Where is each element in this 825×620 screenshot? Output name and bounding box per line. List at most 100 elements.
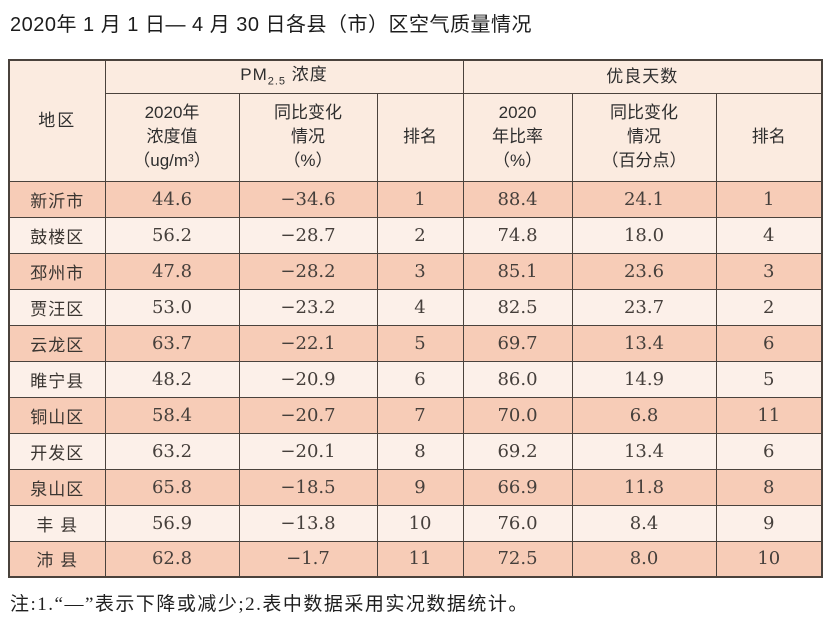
footnote: 注:1.“—”表示下降或减少;2.表中数据采用实况数据统计。 [10,594,529,615]
pm-change-cell: −20.7 [238,396,378,434]
air-quality-table: 地区 PM2.5 浓度 优良天数 2020年 浓度值 （ug/m³） 同比变化 … [8,59,824,578]
good-rank-cell: 2 [715,288,823,326]
good-rate-cell: 85.1 [462,252,573,290]
table-row: 鼓楼区 56.2 −28.7 2 74.8 18.0 4 [8,216,823,254]
header-group-row: 地区 PM2.5 浓度 优良天数 [8,59,823,182]
pm-rank-cell: 6 [376,360,464,398]
table-row: 邳州市 47.8 −28.2 3 85.1 23.6 3 [8,252,823,290]
table-row: 丰 县 56.9 −13.8 10 76.0 8.4 9 [8,504,823,542]
region-cell: 开发区 [8,432,106,470]
pm-change-cell: −20.1 [238,432,378,470]
pm-rank-cell: 7 [376,396,464,434]
header-group-good-days: 优良天数 [462,59,823,94]
good-rank-cell: 6 [715,324,823,362]
region-cell: 沛 县 [8,540,106,578]
good-change-cell: 24.1 [571,180,717,218]
pm-rank-cell: 8 [376,432,464,470]
pm25-label-prefix: PM [240,65,268,85]
header-region: 地区 [8,59,106,182]
pm-rank-cell: 2 [376,216,464,254]
header-pm-value: 2020年 浓度值 （ug/m³） [104,92,240,182]
region-cell: 丰 县 [8,504,106,542]
region-cell: 云龙区 [8,324,106,362]
region-cell: 泉山区 [8,468,106,506]
good-rank-cell: 9 [715,504,823,542]
pm-value-cell: 62.8 [104,540,240,578]
pm-value-cell: 48.2 [104,360,240,398]
pm-change-cell: −34.6 [238,180,378,218]
table-row: 开发区 63.2 −20.1 8 69.2 13.4 6 [8,432,823,470]
good-change-cell: 13.4 [571,432,717,470]
region-cell: 邳州市 [8,252,106,290]
good-rate-cell: 70.0 [462,396,573,434]
good-rank-cell: 4 [715,216,823,254]
pm-change-cell: −1.7 [238,540,378,578]
pm-change-cell: −28.7 [238,216,378,254]
header-good-rate: 2020 年比率 （%） [462,92,573,182]
header-good-rank: 排名 [715,92,823,182]
good-rate-cell: 66.9 [462,468,573,506]
good-change-cell: 23.7 [571,288,717,326]
page-title: 2020年 1 月 1 日— 4 月 30 日各县（市）区空气质量情况 [10,14,533,36]
pm-value-cell: 63.7 [104,324,240,362]
good-change-cell: 23.6 [571,252,717,290]
header-group-pm25: PM2.5 浓度 [104,59,464,94]
good-rank-cell: 11 [715,396,823,434]
pm-change-cell: −18.5 [238,468,378,506]
good-change-cell: 11.8 [571,468,717,506]
region-cell: 睢宁县 [8,360,106,398]
pm-rank-cell: 4 [376,288,464,326]
table-row: 泉山区 65.8 −18.5 9 66.9 11.8 8 [8,468,823,506]
pm-value-cell: 53.0 [104,288,240,326]
good-rank-cell: 8 [715,468,823,506]
pm25-label-suffix: 浓度 [286,65,328,85]
pm-value-cell: 56.2 [104,216,240,254]
pm-change-cell: −28.2 [238,252,378,290]
pm-rank-cell: 11 [376,540,464,578]
pm-value-cell: 47.8 [104,252,240,290]
pm25-label-subscript: 2.5 [267,75,287,88]
pm-value-cell: 56.9 [104,504,240,542]
good-rank-cell: 6 [715,432,823,470]
pm-value-cell: 65.8 [104,468,240,506]
good-change-cell: 8.4 [571,504,717,542]
pm-rank-cell: 9 [376,468,464,506]
good-change-cell: 8.0 [571,540,717,578]
table-row: 睢宁县 48.2 −20.9 6 86.0 14.9 5 [8,360,823,398]
good-rate-cell: 86.0 [462,360,573,398]
good-rate-cell: 76.0 [462,504,573,542]
region-cell: 鼓楼区 [8,216,106,254]
table-header: 地区 PM2.5 浓度 优良天数 2020年 浓度值 （ug/m³） 同比变化 … [8,59,823,182]
header-pm-change: 同比变化 情况 （%） [238,92,378,182]
pm-value-cell: 44.6 [104,180,240,218]
table-row: 新沂市 44.6 −34.6 1 88.4 24.1 1 [8,180,823,218]
region-cell: 新沂市 [8,180,106,218]
good-change-cell: 6.8 [571,396,717,434]
good-change-cell: 13.4 [571,324,717,362]
good-rate-cell: 69.7 [462,324,573,362]
table-row: 铜山区 58.4 −20.7 7 70.0 6.8 11 [8,396,823,434]
good-rate-cell: 72.5 [462,540,573,578]
good-change-cell: 18.0 [571,216,717,254]
table-row: 云龙区 63.7 −22.1 5 69.7 13.4 6 [8,324,823,362]
pm-change-cell: −23.2 [238,288,378,326]
good-rate-cell: 88.4 [462,180,573,218]
pm-change-cell: −13.8 [238,504,378,542]
good-change-cell: 14.9 [571,360,717,398]
pm-rank-cell: 5 [376,324,464,362]
region-cell: 铜山区 [8,396,106,434]
pm-value-cell: 58.4 [104,396,240,434]
good-rank-cell: 10 [715,540,823,578]
pm-rank-cell: 3 [376,252,464,290]
good-rank-cell: 1 [715,180,823,218]
good-rate-cell: 74.8 [462,216,573,254]
table-row: 贾汪区 53.0 −23.2 4 82.5 23.7 2 [8,288,823,326]
table-row: 沛 县 62.8 −1.7 11 72.5 8.0 10 [8,540,823,578]
good-rate-cell: 82.5 [462,288,573,326]
good-rate-cell: 69.2 [462,432,573,470]
region-cell: 贾汪区 [8,288,106,326]
header-good-change: 同比变化 情况 （百分点） [571,92,717,182]
header-pm-rank: 排名 [376,92,464,182]
good-rank-cell: 5 [715,360,823,398]
